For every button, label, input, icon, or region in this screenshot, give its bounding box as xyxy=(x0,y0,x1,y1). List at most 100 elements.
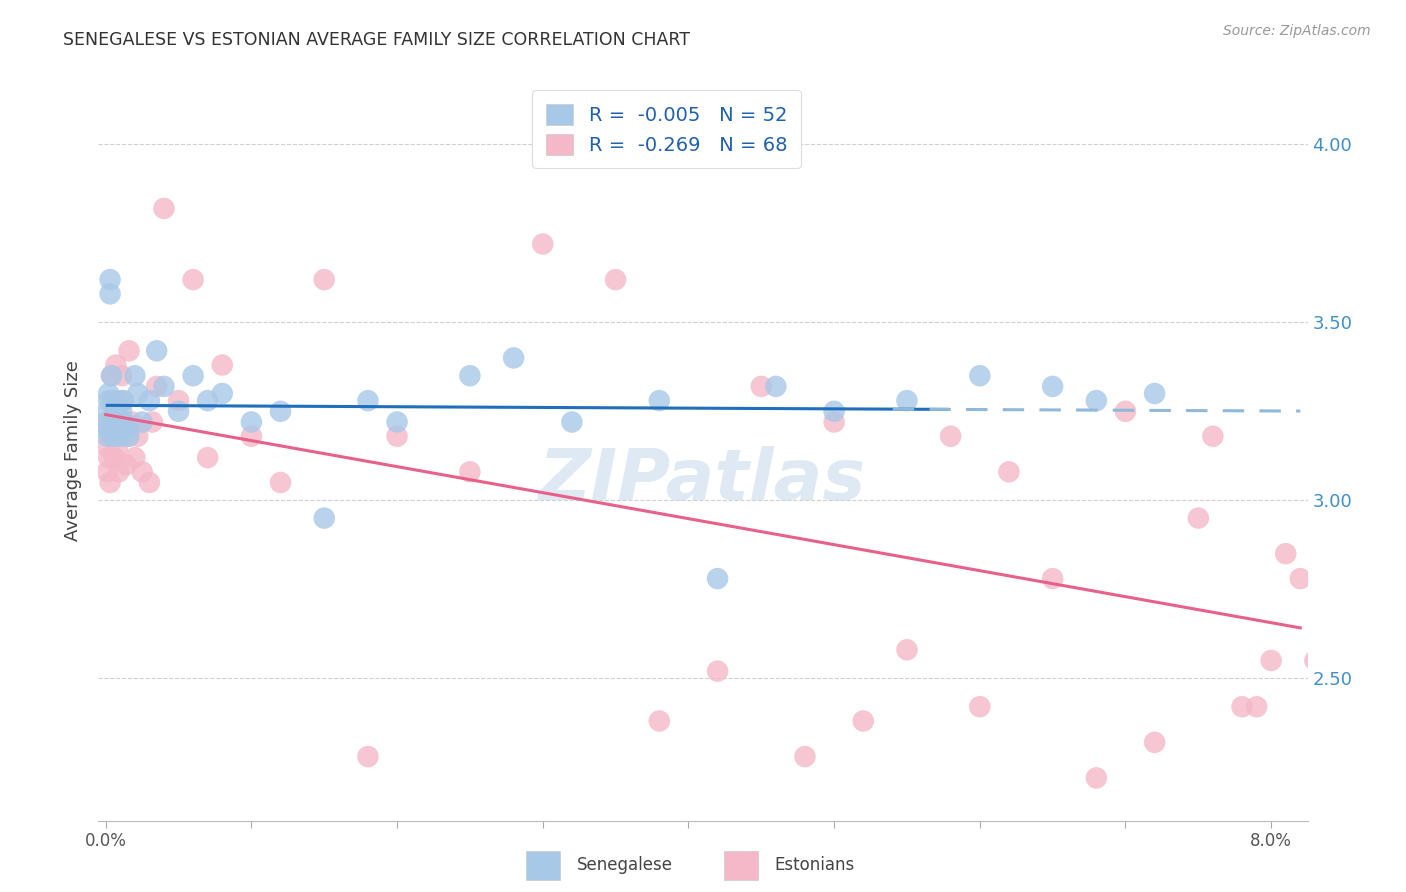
Point xyxy=(794,749,817,764)
Point xyxy=(270,475,292,490)
Point xyxy=(823,404,845,418)
Point xyxy=(1187,511,1209,525)
Point xyxy=(104,404,127,418)
Point xyxy=(100,415,122,429)
Text: SENEGALESE VS ESTONIAN AVERAGE FAMILY SIZE CORRELATION CHART: SENEGALESE VS ESTONIAN AVERAGE FAMILY SI… xyxy=(63,31,690,49)
Point xyxy=(110,415,132,429)
Point xyxy=(97,450,120,465)
Point xyxy=(181,272,204,286)
Point xyxy=(98,272,121,286)
Point xyxy=(939,429,962,443)
Text: Source: ZipAtlas.com: Source: ZipAtlas.com xyxy=(1223,24,1371,38)
Point xyxy=(97,393,120,408)
Point xyxy=(852,714,875,728)
Point xyxy=(118,343,141,358)
Point xyxy=(357,749,380,764)
Legend: R =  -0.005   N = 52, R =  -0.269   N = 68: R = -0.005 N = 52, R = -0.269 N = 68 xyxy=(533,90,801,169)
Point xyxy=(96,465,118,479)
Text: Senegalese: Senegalese xyxy=(576,856,672,874)
Point xyxy=(458,465,481,479)
Point xyxy=(357,393,380,408)
Point xyxy=(103,415,125,429)
Point xyxy=(749,379,772,393)
Text: Estonians: Estonians xyxy=(775,856,855,874)
Point xyxy=(96,404,118,418)
Point xyxy=(105,404,128,418)
Text: ZIPatlas: ZIPatlas xyxy=(540,446,866,515)
Point xyxy=(1042,379,1064,393)
Point xyxy=(96,429,118,443)
Point xyxy=(98,429,121,443)
Point xyxy=(1143,735,1166,749)
Point xyxy=(1085,771,1108,785)
Point xyxy=(896,393,918,408)
Point xyxy=(240,415,263,429)
Point xyxy=(706,572,728,586)
Point xyxy=(1319,582,1341,597)
Point xyxy=(1143,386,1166,401)
Point xyxy=(765,379,787,393)
Point xyxy=(561,415,583,429)
Point xyxy=(181,368,204,383)
Point xyxy=(141,415,163,429)
Point xyxy=(167,393,190,408)
Point xyxy=(1042,572,1064,586)
Point xyxy=(108,465,131,479)
Point xyxy=(124,450,146,465)
Point xyxy=(240,429,263,443)
Point xyxy=(197,393,219,408)
Point xyxy=(385,415,408,429)
Point xyxy=(969,368,991,383)
Point xyxy=(100,415,122,429)
Point xyxy=(111,368,134,383)
Point xyxy=(153,202,176,216)
Point xyxy=(124,368,146,383)
Y-axis label: Average Family Size: Average Family Size xyxy=(65,360,83,541)
Point xyxy=(1202,429,1225,443)
Point xyxy=(1246,699,1268,714)
Point xyxy=(100,368,122,383)
Point xyxy=(97,422,120,436)
Point xyxy=(96,415,118,429)
Point xyxy=(101,393,124,408)
Point xyxy=(96,415,118,429)
Point xyxy=(1260,653,1282,667)
Point xyxy=(1303,653,1326,667)
Point xyxy=(104,358,127,372)
Point xyxy=(896,642,918,657)
Point xyxy=(101,393,124,408)
FancyBboxPatch shape xyxy=(526,851,560,880)
Point xyxy=(823,415,845,429)
Point xyxy=(969,699,991,714)
Point xyxy=(145,343,167,358)
Point xyxy=(1274,547,1296,561)
Point xyxy=(98,475,121,490)
Point xyxy=(103,450,125,465)
Point xyxy=(131,415,153,429)
Point xyxy=(97,386,120,401)
Point xyxy=(458,368,481,383)
Point xyxy=(197,450,219,465)
Point xyxy=(111,404,134,418)
Point xyxy=(103,429,125,443)
Point xyxy=(1085,393,1108,408)
FancyBboxPatch shape xyxy=(724,851,758,880)
Point xyxy=(127,386,149,401)
Point xyxy=(101,429,124,443)
Point xyxy=(145,379,167,393)
Point xyxy=(211,386,233,401)
Point xyxy=(648,714,671,728)
Point xyxy=(105,440,128,454)
Point xyxy=(118,429,141,443)
Point xyxy=(1230,699,1253,714)
Point xyxy=(112,393,135,408)
Point xyxy=(138,393,160,408)
Point xyxy=(96,440,118,454)
Point xyxy=(104,415,127,429)
Point xyxy=(1289,572,1312,586)
Point xyxy=(706,664,728,678)
Point xyxy=(115,458,138,472)
Point xyxy=(127,429,149,443)
Point xyxy=(270,404,292,418)
Point xyxy=(167,404,190,418)
